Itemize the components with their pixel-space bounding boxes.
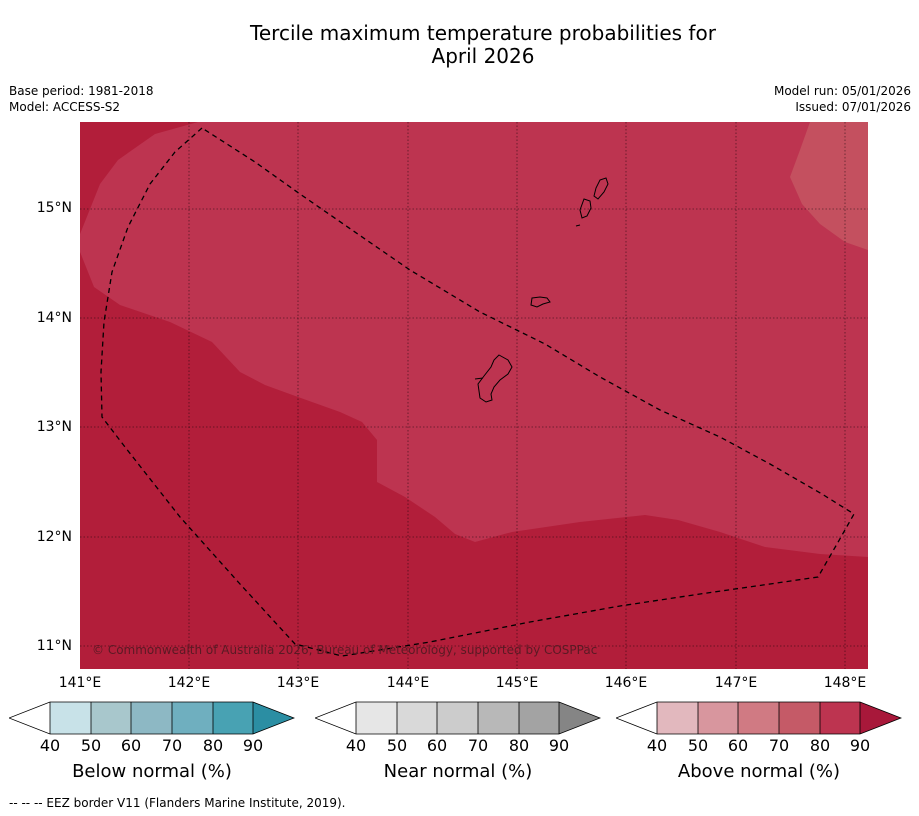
cbar-tick: 60	[426, 736, 448, 755]
base-info: Base period: 1981-2018 Model: ACCESS-S2	[9, 83, 154, 115]
colorbar-below-normal	[9, 701, 295, 735]
map-canvas	[80, 122, 868, 669]
cbar-tick: 70	[467, 736, 489, 755]
title-line-1: Tercile maximum temperature probabilitie…	[250, 21, 716, 45]
cbar-tick: 60	[727, 736, 749, 755]
cbar-below-seg	[9, 702, 50, 734]
island-guam	[477, 354, 513, 403]
cbar-near-label: Near normal (%)	[383, 761, 533, 782]
zone-above-80	[80, 122, 868, 557]
cbar-tick: 90	[242, 736, 264, 755]
cbar-above-seg	[616, 702, 657, 734]
lon-label: 145°E	[495, 675, 539, 691]
colorbar-near-normal	[315, 701, 601, 735]
cbar-below-seg	[91, 702, 131, 734]
cbar-below-seg	[253, 702, 294, 734]
model-name: Model: ACCESS-S2	[9, 100, 121, 114]
cbar-tick: 50	[386, 736, 408, 755]
run-info: Model run: 05/01/2026 Issued: 07/01/2026	[774, 83, 911, 115]
lon-label: 143°E	[276, 675, 320, 691]
cbar-above-seg	[698, 702, 738, 734]
lon-label: 146°E	[604, 675, 648, 691]
eez-legend-note: -- -- -- EEZ border V11 (Flanders Marine…	[9, 796, 346, 810]
cbar-above-seg	[820, 702, 860, 734]
island-rota	[530, 296, 551, 308]
lat-label: 12°N	[36, 529, 72, 545]
island-tinian	[579, 198, 592, 219]
cbar-tick: 40	[646, 736, 668, 755]
cbar-above-seg	[738, 702, 779, 734]
cbar-tick: 60	[120, 736, 142, 755]
cbar-below-label: Below normal (%)	[72, 761, 232, 782]
cbar-near-seg	[437, 702, 478, 734]
title-line-2: April 2026	[431, 44, 535, 68]
issued-date: Issued: 07/01/2026	[795, 100, 911, 114]
cbar-below-seg	[131, 702, 172, 734]
cbar-tick: 90	[849, 736, 871, 755]
cbar-above-seg	[657, 702, 698, 734]
cbar-tick: 50	[687, 736, 709, 755]
cbar-near-seg	[356, 702, 397, 734]
lon-label: 148°E	[823, 675, 867, 691]
cbar-below-seg	[50, 702, 91, 734]
model-run: Model run: 05/01/2026	[773, 84, 911, 98]
cbar-tick: 70	[768, 736, 790, 755]
lat-label: 15°N	[36, 200, 72, 216]
cbar-above-seg	[860, 702, 901, 734]
eez-border	[100, 127, 855, 657]
island-saipan	[593, 177, 609, 200]
cbar-tick: 80	[202, 736, 224, 755]
cbar-below-seg	[213, 702, 253, 734]
island-outlines	[474, 177, 609, 403]
cbar-tick: 80	[508, 736, 530, 755]
island-cocos	[474, 377, 484, 380]
lat-label: 11°N	[36, 638, 72, 654]
gridlines	[80, 122, 868, 669]
cbar-below-seg	[172, 702, 213, 734]
copyright-notice: © Commonwealth of Australia 2026, Bureau…	[92, 643, 598, 657]
lon-label: 142°E	[167, 675, 211, 691]
lon-label: 147°E	[714, 675, 758, 691]
cbar-near-seg	[559, 702, 600, 734]
lon-label: 141°E	[58, 675, 102, 691]
cbar-near-seg	[397, 702, 437, 734]
cbar-tick: 80	[809, 736, 831, 755]
cbar-near-seg	[315, 702, 356, 734]
map-title: Tercile maximum temperature probabilitie…	[0, 22, 919, 68]
zone-above-70	[790, 122, 868, 250]
cbar-near-seg	[478, 702, 519, 734]
base-period: Base period: 1981-2018	[9, 84, 154, 98]
lat-label: 14°N	[36, 310, 72, 326]
cbar-tick: 40	[39, 736, 61, 755]
cbar-above-seg	[779, 702, 820, 734]
cbar-tick: 50	[80, 736, 102, 755]
cbar-tick: 90	[548, 736, 570, 755]
lat-label: 13°N	[36, 419, 72, 435]
map-panel: © Commonwealth of Australia 2026, Bureau…	[80, 122, 868, 669]
lon-label: 144°E	[386, 675, 430, 691]
colorbar-above-normal	[616, 701, 902, 735]
cbar-above-label: Above normal (%)	[677, 761, 841, 782]
island-aguijan	[575, 224, 581, 227]
cbar-tick: 40	[345, 736, 367, 755]
cbar-near-seg	[519, 702, 559, 734]
cbar-tick: 70	[161, 736, 183, 755]
